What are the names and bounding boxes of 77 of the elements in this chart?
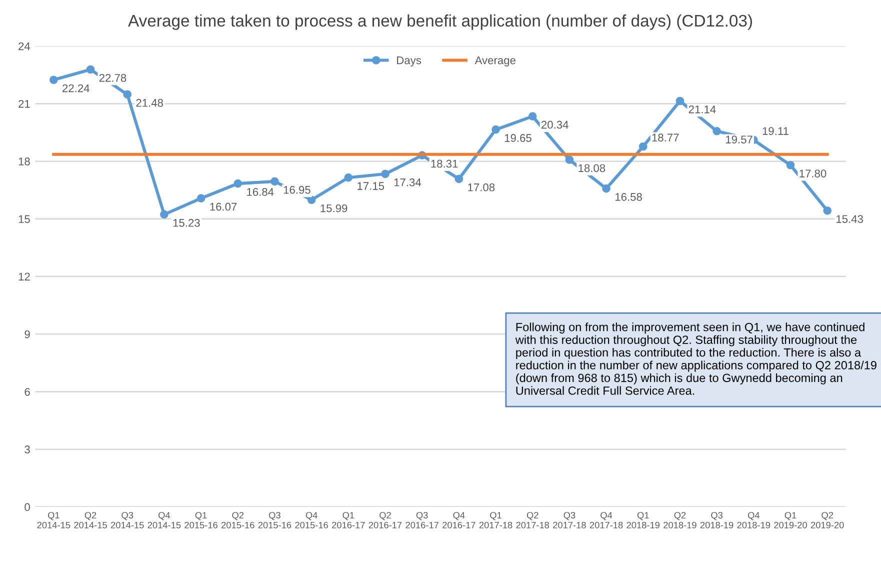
y-tick-label: 21 xyxy=(18,100,30,108)
x-tick-label: Q2 2019-20 xyxy=(810,512,844,528)
data-label: 17.08 xyxy=(468,183,495,192)
point xyxy=(786,160,795,170)
x-tick-label: Q1 2019-20 xyxy=(774,512,807,528)
y-tick-label: 12 xyxy=(18,272,30,281)
x-tick-label: Q4 2018-19 xyxy=(737,512,770,528)
data-label: 15.99 xyxy=(320,204,348,212)
x-tick-label: Q3 2017-18 xyxy=(553,512,586,528)
data-label: 16.84 xyxy=(247,188,274,196)
x-tick-label: Q4 2014-15 xyxy=(148,512,181,528)
x-tick-label: Q2 2014-15 xyxy=(74,512,107,528)
point xyxy=(602,184,610,193)
y-tick-label: 3 xyxy=(24,446,30,454)
data-label: 16.07 xyxy=(210,202,237,211)
data-label: 22.78 xyxy=(99,74,126,82)
data-label: 15.23 xyxy=(173,218,200,227)
x-tick-label: Q2 2015-16 xyxy=(222,512,254,528)
y-tick-label: 9 xyxy=(24,330,30,338)
y-tick-label: 18 xyxy=(18,158,30,166)
data-label: 16.58 xyxy=(615,193,642,201)
y-tick-label: 15 xyxy=(18,215,30,224)
x-tick-label: Q4 2017-18 xyxy=(590,512,623,528)
point xyxy=(823,206,832,215)
x-tick-label: Q3 2014-15 xyxy=(110,512,144,528)
data-label: 22.24 xyxy=(62,84,90,92)
point xyxy=(712,126,721,136)
point xyxy=(638,142,648,151)
y-tick-label: 24 xyxy=(18,42,30,50)
y-tick-label: 0 xyxy=(24,503,30,512)
x-tick-label: Q2 2018-19 xyxy=(664,512,696,528)
point xyxy=(454,174,464,184)
legend-label: Days xyxy=(397,56,422,66)
x-tick-label: Q4 2016-17 xyxy=(442,512,476,528)
data-label: 17.34 xyxy=(394,178,422,186)
point xyxy=(196,194,206,203)
point xyxy=(344,173,353,182)
point xyxy=(676,96,684,106)
x-tick-label: Q1 2018-19 xyxy=(626,512,660,528)
data-label: 21.14 xyxy=(688,105,716,114)
x-tick-label: Q2 2017-18 xyxy=(516,512,550,528)
data-label: 19.11 xyxy=(762,127,788,135)
data-label: 18.08 xyxy=(578,164,606,172)
x-tick-label: Q2 2016-17 xyxy=(368,512,402,528)
point xyxy=(381,170,390,178)
x-tick-label: Q3 2015-16 xyxy=(258,512,292,528)
point xyxy=(123,90,132,99)
x-tick-label: Q3 2018-19 xyxy=(700,512,734,528)
legend-label: Average xyxy=(474,56,516,66)
data-label: 16.95 xyxy=(284,186,310,194)
x-tick-label: Q3 2016-17 xyxy=(406,512,438,528)
point xyxy=(160,210,168,219)
chart-title: Average time taken to process a new benefit application (number of days) (CD12.03) xyxy=(128,14,752,30)
x-tick-label: Q1 2015-16 xyxy=(184,512,218,528)
annotation: Following on from the improvement seen in Q1, we have continued with this reduction throughout Q2. Staffing stability throughout the period in question has contributed to the reduction. There is also a reduction in the number of new applications compared to Q2 2018/19 (down from 968 to 815) which is due to Gwynedd becoming an Universal Credit Full Service Area. xyxy=(515,322,876,395)
point xyxy=(270,177,279,186)
data-label: 20.34 xyxy=(541,120,568,129)
data-label: 19.65 xyxy=(504,134,532,142)
x-tick-label: Q4 2015-16 xyxy=(295,512,328,528)
data-label: 19.57 xyxy=(726,136,752,144)
data-label: 17.80 xyxy=(800,170,826,178)
y-tick-label: 6 xyxy=(24,388,30,396)
data-label: 18.77 xyxy=(652,134,679,142)
point xyxy=(528,112,537,121)
data-label: 15.43 xyxy=(836,215,863,223)
data-label: 18.31 xyxy=(431,160,458,168)
x-tick-label: Q1 2014-15 xyxy=(37,512,70,528)
point xyxy=(49,76,58,84)
x-tick-label: Q1 2016-17 xyxy=(332,512,365,528)
point xyxy=(492,125,500,134)
data-label: 17.15 xyxy=(358,182,384,190)
x-tick-label: Q1 2017-18 xyxy=(479,512,512,528)
point xyxy=(565,156,574,164)
point xyxy=(307,196,316,204)
data-label: 21.48 xyxy=(136,98,163,107)
point xyxy=(234,179,242,188)
point xyxy=(86,65,95,74)
